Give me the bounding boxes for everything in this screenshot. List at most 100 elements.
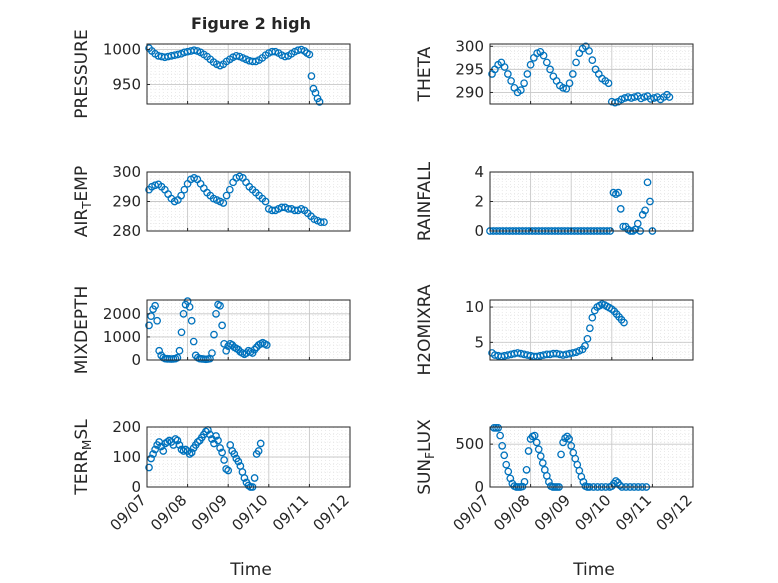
- data-point: [532, 438, 541, 447]
- axes-box: [489, 43, 694, 105]
- data-point: [572, 58, 580, 67]
- data-point: [222, 346, 231, 355]
- data-point: [189, 337, 198, 346]
- x-axis-label-left: Time: [229, 560, 272, 580]
- data-point: [316, 218, 325, 226]
- data-point: [250, 345, 259, 354]
- x-tick-label: 09/08: [490, 491, 533, 534]
- x-tick-label: 09/07: [107, 491, 150, 534]
- y-tick-label: 950: [112, 75, 141, 93]
- data-point: [526, 60, 535, 69]
- y-axis-label: AIRTEMP: [72, 166, 94, 237]
- y-tick-label: 200: [112, 418, 141, 436]
- data-point: [232, 52, 241, 60]
- data-point: [185, 303, 194, 311]
- x-tick-label: 09/11: [612, 491, 655, 534]
- y-tick-label: 295: [455, 60, 484, 78]
- y-tick-label: 300: [455, 37, 484, 55]
- data-point: [179, 309, 188, 318]
- panel-rainfall: 0 2 4 RAINFALL: [415, 161, 694, 241]
- data-point: [240, 474, 249, 482]
- data-point: [567, 442, 576, 450]
- data-point: [583, 334, 592, 343]
- data-point: [616, 205, 625, 213]
- data-point: [494, 424, 502, 432]
- data-point: [517, 86, 525, 95]
- data-point: [663, 90, 671, 99]
- data-point: [520, 79, 528, 88]
- data-point: [187, 316, 196, 325]
- data-point: [256, 439, 265, 448]
- data-point: [181, 445, 190, 454]
- data-point: [581, 342, 589, 350]
- axes-box: [489, 426, 694, 488]
- y-tick-label: 0: [474, 222, 484, 240]
- panel-terr-msl: 0 100 200 TERRMSL 09/0709/0809/0909/1009/110…: [72, 418, 353, 534]
- x-tick-label: 09/11: [269, 491, 312, 534]
- data-point: [534, 445, 543, 454]
- data-point: [149, 450, 157, 458]
- data-point: [530, 431, 539, 440]
- data-point: [620, 318, 628, 327]
- data-point: [538, 459, 547, 467]
- y-tick-label: 10: [465, 298, 484, 316]
- data-point: [244, 481, 253, 490]
- data-point: [633, 219, 642, 228]
- data-point: [180, 185, 189, 194]
- data-point: [190, 46, 198, 55]
- data-point: [500, 451, 509, 460]
- data-point: [614, 188, 623, 197]
- data-point: [224, 466, 233, 475]
- data-point: [262, 341, 271, 349]
- data-point: [173, 353, 182, 362]
- data-point: [145, 463, 153, 472]
- y-axis-label: SUNFLUX: [415, 419, 437, 495]
- data-point: [502, 460, 511, 469]
- data-point: [230, 450, 239, 458]
- x-tick-label: 09/10: [571, 491, 614, 534]
- data-point: [561, 434, 569, 442]
- data-point: [185, 450, 194, 458]
- data-point: [212, 309, 220, 318]
- data-point: [174, 50, 182, 59]
- data-point: [309, 84, 318, 93]
- data-point: [219, 199, 228, 207]
- data-point: [212, 432, 220, 440]
- y-axis-label: MIXDEPTH: [72, 286, 92, 375]
- data-point: [520, 478, 529, 486]
- data-point: [568, 70, 577, 78]
- data-point: [507, 77, 515, 85]
- data-point: [568, 349, 577, 357]
- y-tick-label: 290: [112, 193, 141, 211]
- y-tick-label: 0: [474, 478, 484, 496]
- x-axis-label-right: Time: [572, 560, 615, 580]
- data-point: [546, 65, 554, 74]
- data-point: [187, 448, 196, 457]
- panel-pressure: 950 1000 PRESSURE: [72, 29, 351, 119]
- data-point: [565, 435, 574, 443]
- data-point: [214, 436, 222, 445]
- data-point: [500, 63, 509, 71]
- axes-box: [146, 43, 351, 105]
- data-point: [225, 185, 234, 194]
- data-point: [261, 197, 270, 206]
- y-tick-label: 100: [112, 448, 141, 466]
- data-point: [177, 191, 185, 200]
- data-point: [254, 447, 263, 455]
- x-tick-label: 09/07: [450, 491, 493, 534]
- data-point: [179, 447, 188, 455]
- data-point: [153, 316, 161, 325]
- data-point: [175, 441, 184, 449]
- data-point: [216, 301, 224, 310]
- x-tick-label: 09/08: [147, 491, 190, 534]
- data-point: [218, 321, 226, 330]
- axes-box: [146, 299, 351, 361]
- data-point: [498, 442, 507, 450]
- data-point: [307, 72, 316, 80]
- x-tick-label: 09/12: [310, 491, 353, 534]
- y-tick-label: 300: [112, 163, 141, 181]
- data-point: [643, 178, 652, 187]
- data-point: [585, 47, 593, 55]
- data-point: [305, 50, 314, 59]
- data-point: [147, 454, 155, 463]
